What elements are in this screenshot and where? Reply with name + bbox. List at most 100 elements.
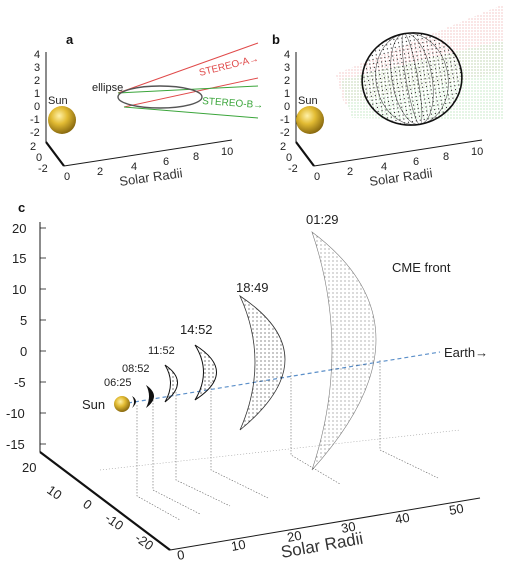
panel-b-x-ticks: 0 2 4 6 8 10: [314, 146, 483, 183]
tick-label: 4: [34, 49, 40, 61]
tick-label: 50: [448, 501, 465, 518]
tick-label: 0: [36, 152, 42, 164]
tick-label: 20: [22, 460, 36, 475]
cme-front-0625: 06:25: [104, 377, 136, 408]
tick-label: 0: [64, 171, 70, 183]
cme-ellipse: [117, 85, 203, 109]
drop-lines: [99, 360, 461, 521]
tick-label: 0: [20, 344, 27, 359]
tick-label: 10: [44, 482, 64, 503]
ellipse-label: ellipse: [92, 82, 123, 94]
stereo-b-label: STEREO-B→: [202, 96, 264, 111]
panel-c-y-ticks: 20 10 0 -10 -20: [22, 460, 156, 553]
tick-label: -10: [6, 406, 25, 421]
cme-front-0129: 01:29: [306, 212, 377, 471]
panel-a-y-axis: [45, 141, 65, 167]
tick-label: 3: [284, 62, 290, 74]
panel-b-y-ticks: 2 0 -2: [280, 141, 298, 175]
tick-label: 0: [176, 547, 186, 563]
panel-c-y-axis: [39, 451, 171, 551]
panel-a-z-ticks: 4 3 2 1 0 -1 -2: [30, 49, 40, 139]
tick-label: 10: [471, 146, 483, 158]
panel-a-y-ticks: 2 0 -2: [30, 141, 48, 175]
cme-front-1452: 14:52: [180, 322, 217, 401]
panel-a-sun-label: Sun: [48, 95, 68, 107]
tick-label: 8: [193, 151, 199, 163]
tick-label: -1: [280, 114, 290, 126]
tick-label: -2: [30, 127, 40, 139]
tick-label: 1: [34, 88, 40, 100]
tick-label: 8: [443, 151, 449, 163]
tick-label: 40: [394, 510, 411, 527]
tick-label: 2: [347, 166, 353, 178]
cme-front-1849: 18:49: [236, 280, 286, 431]
tick-label: 4: [284, 49, 290, 61]
panel-b: b 4 3 2 1 0 -1 -2 2 0 -2 0 2 4 6 8 10: [272, 4, 504, 189]
time-label: 06:25: [104, 377, 132, 389]
tick-label: 1: [284, 88, 290, 100]
tick-label: 4: [381, 161, 387, 173]
tick-label: 6: [163, 156, 169, 168]
stereo-b-line-lower: [123, 106, 259, 119]
tick-label: -2: [280, 127, 290, 139]
stereo-a-label: STEREO-A→: [198, 53, 260, 78]
tick-label: 0: [284, 101, 290, 113]
tick-label: 2: [34, 75, 40, 87]
panel-a-sun: [48, 106, 76, 134]
tick-label: 20: [12, 221, 26, 236]
panel-a-x-ticks: 0 2 4 6 8 10: [64, 146, 233, 183]
panel-b-sun-label: Sun: [298, 95, 318, 107]
tick-label: -2: [38, 163, 48, 175]
tick-label: 2: [30, 141, 36, 153]
time-label: 14:52: [180, 322, 213, 337]
sun-earth-line: [127, 351, 441, 404]
cme-front-label: CME front: [392, 260, 451, 275]
tick-label: 10: [12, 282, 26, 297]
panel-c-sun-label: Sun: [82, 397, 105, 412]
tick-label: 20: [286, 528, 303, 545]
time-label: 18:49: [236, 280, 269, 295]
tick-label: 5: [20, 313, 27, 328]
tick-label: -20: [132, 530, 156, 553]
time-label: 01:29: [306, 212, 339, 227]
time-label: 08:52: [122, 363, 150, 375]
tick-label: 3: [34, 62, 40, 74]
tick-label: 0: [34, 101, 40, 113]
tick-label: 4: [131, 161, 137, 173]
tick-label: 10: [221, 146, 233, 158]
earth-label: Earth→: [444, 345, 488, 360]
tick-label: -1: [30, 114, 40, 126]
panel-a-x-axis: [63, 139, 233, 167]
tick-label: 2: [280, 141, 286, 153]
tick-label: -2: [288, 163, 298, 175]
tick-label: 0: [314, 171, 320, 183]
panel-a-x-label: Solar Radii: [118, 165, 183, 189]
panel-b-z-ticks: 4 3 2 1 0 -1 -2: [280, 49, 290, 139]
panel-a: a 4 3 2 1 0 -1 -2 2 0 -2 0 2 4 6 8 10 So: [30, 32, 264, 189]
panel-c-sun: [114, 396, 130, 412]
panel-b-y-axis: [295, 141, 315, 167]
stereo-a-line-upper: [117, 42, 259, 94]
panel-c-z-ticks: 20 15 10 5 0 -5 -10 -15: [6, 221, 46, 452]
cme-front-1152: 11:52: [148, 345, 178, 403]
tick-label: -15: [6, 437, 25, 452]
panel-b-label: b: [272, 32, 280, 47]
tick-label: 0: [80, 496, 95, 512]
panel-c-label: c: [18, 200, 25, 215]
panel-c-x-axis: [169, 497, 481, 551]
stereo-a-line-lower: [123, 77, 259, 108]
tick-label: 15: [12, 251, 26, 266]
tick-label: 6: [413, 156, 419, 168]
tick-label: 0: [286, 152, 292, 164]
tick-label: 10: [230, 537, 247, 554]
tick-label: 30: [340, 519, 357, 536]
tick-label: -5: [14, 375, 26, 390]
ellipsoid-meridians: [375, 33, 449, 125]
panel-c-x-ticks: 0 10 20 30 40 50: [176, 501, 465, 563]
time-label: 11:52: [148, 345, 175, 357]
panel-b-x-axis: [313, 139, 483, 167]
panel-b-x-label: Solar Radii: [368, 165, 433, 189]
panel-c: c 20 15 10 5 0 -5 -10 -15 20 10 0 -10: [6, 200, 488, 563]
panel-a-label: a: [66, 32, 74, 47]
